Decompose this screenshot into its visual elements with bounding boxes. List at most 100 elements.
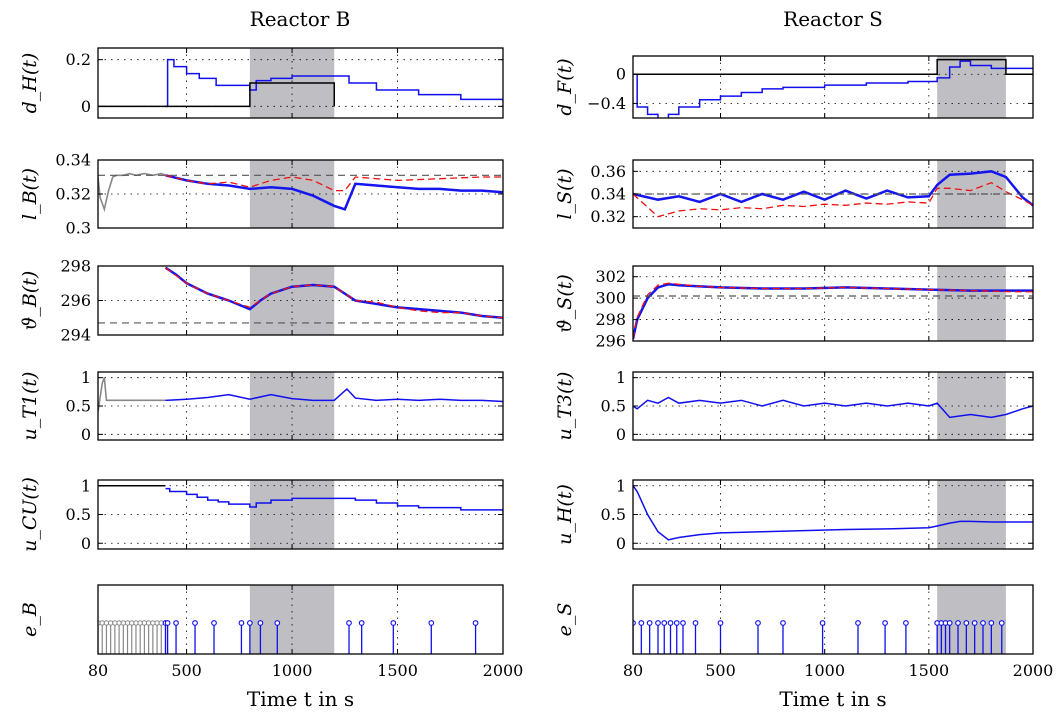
- event-marker: [755, 620, 761, 626]
- x-tick-label: 2000: [483, 661, 524, 680]
- y-tick-label: 0.5: [601, 397, 626, 416]
- y-tick-label: 1: [81, 368, 91, 387]
- event-marker: [963, 620, 970, 626]
- y-axis-label: u_CU(t): [19, 477, 41, 552]
- event-marker: [472, 620, 479, 626]
- series-line: [165, 387, 503, 403]
- x-tick-label: 1500: [908, 661, 949, 680]
- plot-area: [633, 396, 1033, 419]
- series-line: [98, 82, 335, 108]
- y-tick-label: 0.32: [55, 185, 91, 204]
- x-tick-label: 80: [88, 661, 108, 680]
- series-line: [165, 267, 503, 319]
- y-tick-label: 0.3: [66, 219, 91, 238]
- reactor-b-lB: 0.3 0.32 0.34 l_B(t): [19, 151, 504, 238]
- y-axis-label: l_B(t): [19, 168, 41, 220]
- axes-frame: [632, 584, 1034, 655]
- axes-frame: [632, 55, 1034, 119]
- plot-area: [98, 620, 479, 654]
- series-line: [633, 60, 1033, 118]
- y-tick-label: 298: [595, 310, 626, 329]
- axes-frame: [632, 265, 1034, 342]
- y-tick-label: 0.5: [66, 397, 91, 416]
- y-tick-label: 296: [595, 332, 626, 351]
- event-marker: [988, 620, 995, 626]
- y-tick-label: 0.36: [590, 162, 626, 181]
- series-line: [98, 172, 166, 213]
- reactor-s-uH: 0 0.5 1 u_H(t): [554, 476, 1034, 553]
- reactor-b-theta: 294 296 298 ϑ_B(t): [19, 257, 504, 345]
- y-axis-label: l_S(t): [554, 168, 576, 219]
- event-marker: [680, 620, 686, 626]
- y-tick-label: 1: [616, 476, 626, 495]
- plot-area: [98, 266, 503, 324]
- y-tick-label: 0: [616, 425, 626, 444]
- series-line: [633, 396, 1033, 419]
- reactor-b-eB: 80 500 1000 1500 2000 Time t in s e_B: [19, 584, 524, 711]
- y-tick-label: 0.2: [66, 50, 91, 69]
- y-tick-label: 1: [616, 368, 626, 387]
- event-marker: [173, 620, 179, 626]
- event-marker: [780, 620, 786, 626]
- event-marker: [661, 620, 668, 626]
- reactor-s-eS: 80 500 1000 1500 2000 Time t in s e_S: [554, 584, 1053, 711]
- series-line: [165, 487, 503, 513]
- reactor-b-uT1: 0 0.5 1 u_T1(t): [19, 368, 504, 444]
- plot-area: [98, 172, 503, 213]
- y-tick-label: 0: [81, 425, 91, 444]
- event-marker: [882, 620, 888, 626]
- y-axis-label: u_H(t): [554, 484, 576, 545]
- x-axis-label: Time t in s: [247, 687, 354, 711]
- reactor-b-uCU: 0 0.5 1 u_CU(t): [19, 476, 504, 553]
- highlight-band: [937, 266, 1006, 341]
- y-tick-label: 294: [60, 326, 91, 345]
- x-tick-label: 1000: [272, 661, 313, 680]
- y-tick-label: 298: [60, 257, 91, 276]
- event-marker: [819, 620, 826, 626]
- axes-frame: [97, 47, 504, 119]
- y-tick-label: 0: [81, 534, 91, 553]
- event-marker: [638, 620, 645, 626]
- event-marker: [903, 620, 909, 626]
- reactor-s-uT3: 0 0.5 1 u_T3(t): [554, 368, 1034, 444]
- event-marker: [257, 620, 264, 626]
- y-axis-label: u_T3(t): [554, 372, 576, 441]
- event-marker: [655, 620, 661, 626]
- y-axis-label: e_S: [554, 603, 576, 637]
- series-line: [165, 174, 503, 192]
- event-marker: [980, 620, 986, 626]
- y-tick-label: 0.5: [601, 505, 626, 524]
- y-tick-label: 300: [595, 289, 626, 308]
- y-axis-label: e_B: [19, 602, 41, 637]
- y-axis-label: ϑ_S(t): [554, 274, 576, 333]
- event-marker: [192, 620, 198, 626]
- x-tick-label: 1500: [377, 661, 418, 680]
- highlight-band: [249, 585, 335, 654]
- event-marker: [390, 620, 397, 626]
- event-marker: [717, 620, 724, 626]
- plot-area: [98, 377, 503, 412]
- y-axis-label: d_F(t): [554, 58, 576, 115]
- event-marker: [998, 620, 1005, 626]
- y-tick-label: 296: [60, 291, 91, 310]
- event-marker: [274, 620, 281, 626]
- axes-frame: [97, 584, 504, 655]
- y-tick-label: −0.4: [587, 94, 626, 113]
- chart-title-reactor-s: Reactor S: [783, 7, 883, 31]
- highlight-band: [937, 585, 1006, 654]
- y-tick-label: 0.5: [66, 505, 91, 524]
- reactor-b-dH: 0 0.2 d_H(t): [19, 47, 504, 119]
- event-marker: [646, 620, 653, 626]
- series-line: [633, 181, 1033, 218]
- x-tick-label: 500: [171, 661, 202, 680]
- series-line: [633, 282, 1033, 339]
- event-marker: [692, 620, 699, 626]
- y-axis-label: ϑ_B(t): [19, 271, 41, 331]
- event-marker: [428, 620, 435, 626]
- x-tick-label: 1000: [804, 661, 845, 680]
- event-marker: [211, 620, 217, 626]
- y-tick-label: 0.34: [590, 185, 626, 204]
- event-marker: [346, 620, 352, 626]
- series-line: [633, 485, 1033, 541]
